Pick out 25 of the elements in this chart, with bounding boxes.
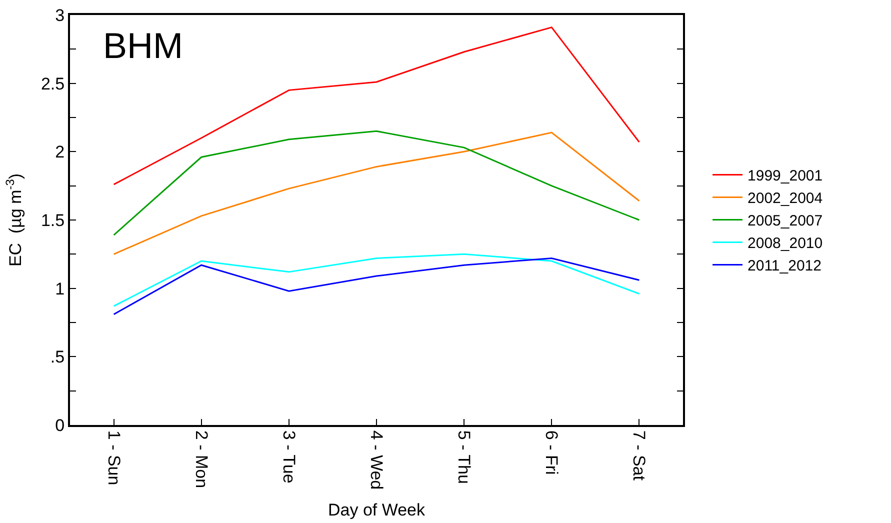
y-tick-label: 1 xyxy=(55,279,65,298)
x-tick-label: 1 - Sun xyxy=(104,430,124,486)
x-tick-label: 4 - Wed xyxy=(366,430,386,490)
line-series xyxy=(113,253,640,307)
line-series xyxy=(113,132,640,255)
x-axis-title: Day of Week xyxy=(328,500,426,520)
legend-label: 1999_2001 xyxy=(748,168,823,185)
x-tick-label: 7 - Sat xyxy=(630,430,649,481)
y-tick-label: 0 xyxy=(55,416,65,435)
y-tick-label: 2.5 xyxy=(40,74,65,94)
legend-label: 2002_2004 xyxy=(748,190,823,208)
x-tick-label: 3 - Tue xyxy=(279,430,298,484)
legend-label: 2011_2012 xyxy=(748,258,822,275)
x-tick-label: 2 - Mon xyxy=(192,430,211,488)
legend-label: 2008_2010 xyxy=(748,235,823,252)
y-tick-label: 1.5 xyxy=(40,210,65,230)
y-tick-label: .5 xyxy=(50,348,65,367)
y-tick-label: 2 xyxy=(55,142,65,162)
line-series xyxy=(113,258,640,316)
annotation: BHM xyxy=(103,25,183,66)
x-tick-label: 6 - Fri xyxy=(542,430,562,475)
legend-label: 2005_2007 xyxy=(748,212,823,230)
x-tick-label: 5 - Thu xyxy=(454,430,474,484)
line-series xyxy=(113,130,640,236)
y-tick-label: 3 xyxy=(55,6,65,25)
